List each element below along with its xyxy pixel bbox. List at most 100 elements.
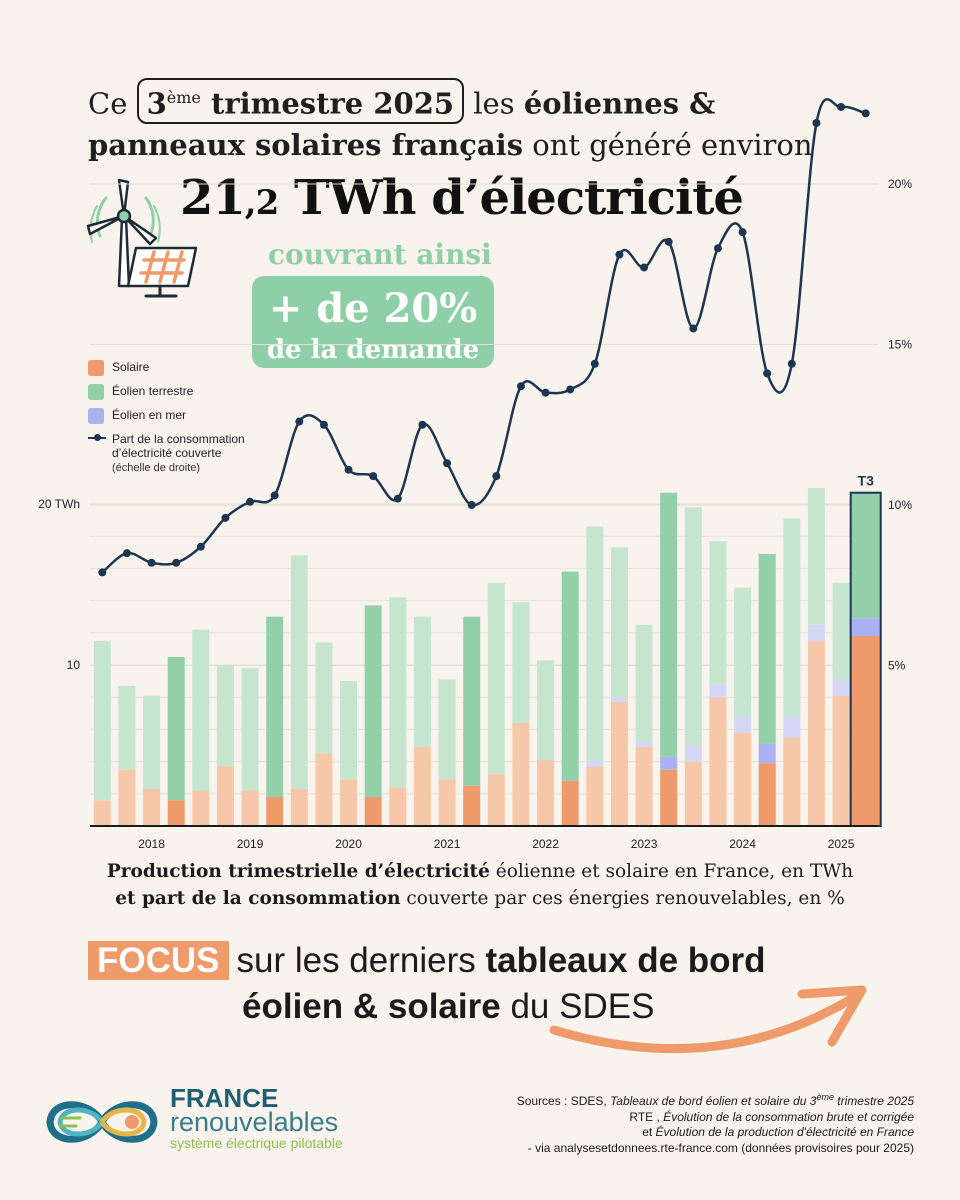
x-tick-label: 2018 [138, 837, 165, 851]
share-point [221, 513, 230, 522]
bar-onshore [537, 660, 555, 760]
bar-onshore [463, 616, 481, 786]
sources-sup: ème [816, 1092, 834, 1102]
share-point [763, 369, 772, 378]
chart-caption: Production trimestrielle d’électricité é… [40, 858, 920, 912]
bar-solar [807, 640, 825, 826]
bar-solar [512, 722, 530, 826]
bar-onshore [586, 526, 604, 760]
bar-onshore [340, 681, 358, 780]
legend-swatch-solar [88, 360, 104, 376]
bar-solar [709, 697, 727, 826]
arrow-icon [549, 985, 867, 1054]
x-tick-label: 2025 [828, 837, 855, 851]
bar-offshore [684, 745, 702, 762]
share-point [787, 359, 796, 368]
headline-quarter-box: 3ème trimestre 2025 [136, 78, 465, 124]
x-tick-label: 2022 [532, 837, 559, 851]
bar-offshore [610, 697, 628, 703]
x-tick-label: 2020 [335, 837, 362, 851]
sources-text: et [642, 1125, 656, 1139]
bar-onshore [758, 553, 776, 744]
sources-text: RTE , [629, 1109, 664, 1124]
share-point [122, 549, 131, 558]
caption-text: couverte par ces énergies renouvelables,… [400, 888, 845, 909]
share-point [393, 494, 402, 503]
headline-word: les [473, 86, 515, 121]
bar-onshore [389, 597, 407, 788]
headline: Ce 3ème trimestre 2025 les éoliennes & p… [88, 78, 908, 166]
focus-tag: FOCUS [88, 941, 229, 980]
bar-onshore [561, 571, 579, 781]
legend-swatch-offshore [88, 408, 104, 424]
bar-solar [192, 790, 210, 826]
bar-solar [438, 779, 456, 826]
bar-offshore [660, 756, 678, 770]
bar-onshore [364, 605, 382, 798]
bar-onshore [216, 665, 234, 767]
bar-onshore [850, 492, 881, 619]
quarter-suffix: ème [166, 88, 201, 107]
bar-solar [364, 797, 382, 826]
bar-solar [216, 766, 234, 826]
wind-solar-icon [86, 178, 198, 298]
bar-onshore [635, 624, 653, 743]
bar-solar [850, 636, 881, 826]
bar-onshore [167, 656, 185, 801]
sources-text: Sources : SDES, [516, 1094, 611, 1108]
bar-solar [93, 800, 111, 826]
brand-tagline: système électrique pilotable [170, 1135, 343, 1151]
bar-highlight-label: T3 [858, 473, 875, 489]
bar-solar [266, 797, 284, 826]
share-point [246, 497, 255, 506]
legend-item-onshore: Éolien terrestre [88, 384, 245, 400]
bar-solar [389, 787, 407, 826]
share-point [270, 491, 279, 500]
x-tick-label: 2023 [631, 837, 658, 851]
bar-solar [586, 766, 604, 826]
bar-onshore [512, 602, 530, 723]
legend-item-share: Part de la consommation d’électricité co… [88, 432, 245, 474]
share-point [713, 244, 722, 253]
bar-solar [241, 790, 259, 826]
brand-name: FRANCE renouvelables système électrique … [170, 1085, 343, 1152]
x-tick-label: 2021 [434, 837, 461, 851]
headline-energy-figure: 21,2 TWh d’électricité [180, 170, 744, 226]
share-line-path [101, 98, 867, 574]
quarter-number: 3 [146, 86, 167, 121]
legend-label: Éolien terrestre [112, 384, 194, 398]
bar-solar [734, 732, 752, 826]
bar-solar [561, 780, 579, 826]
share-point [492, 472, 501, 481]
share-point [319, 420, 328, 429]
bar-onshore [832, 582, 850, 680]
y-left-tick-label: 20 TWh [38, 497, 80, 511]
headline-bold: éoliennes & [523, 86, 716, 121]
bar-offshore [635, 742, 653, 748]
share-point [664, 237, 673, 246]
bar-offshore [734, 716, 752, 733]
share-point [640, 263, 649, 272]
bar-solar [340, 779, 358, 826]
share-point [516, 382, 525, 391]
sources-italic: Évolution de la production d'électricité… [655, 1125, 914, 1139]
bar-onshore [290, 555, 308, 789]
legend-line-icon [88, 432, 106, 444]
bar-onshore [610, 547, 628, 698]
caption-bold: et part de la consommation [115, 888, 401, 909]
bar-onshore [660, 492, 678, 757]
y-right-tick-label: 15% [888, 338, 912, 352]
bar-offshore [850, 618, 881, 637]
share-point [689, 324, 698, 333]
y-right-tick-label: 5% [888, 659, 906, 673]
legend-item-solar: Solaire [88, 360, 245, 376]
coverage-badge: + de 20% de la demande [252, 276, 494, 368]
brand-line-2: renouvelables [170, 1107, 339, 1137]
sources-italic: Évolution de la consommation brute et co… [663, 1109, 914, 1124]
bar-offshore [586, 759, 604, 767]
caption-text: éolienne et solaire en France, en TWh [489, 861, 854, 882]
share-point [98, 568, 107, 577]
share-point [147, 558, 156, 567]
share-point [590, 359, 599, 368]
focus-callout: FOCUS sur les derniers tableaux de bord é… [88, 938, 766, 1030]
